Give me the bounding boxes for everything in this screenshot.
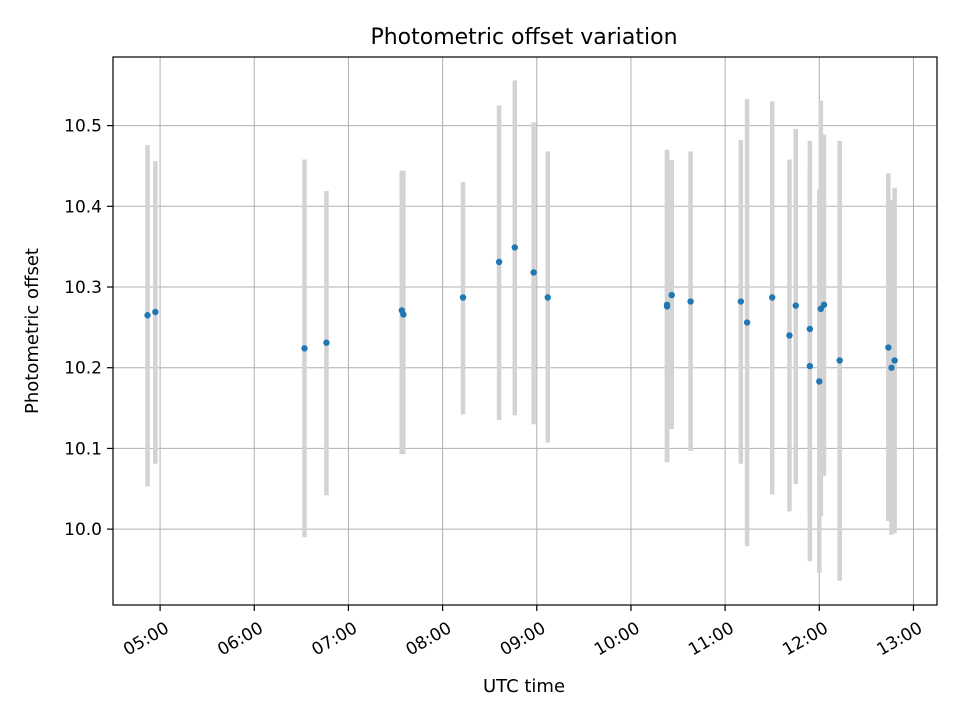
data-point [806, 325, 814, 333]
data-point [144, 312, 151, 319]
data-point [511, 244, 518, 251]
data-point [544, 294, 551, 301]
data-point [885, 344, 892, 351]
data-points [144, 244, 898, 385]
y-tick-label: 10.2 [64, 359, 102, 379]
data-point [820, 301, 828, 308]
y-axis-label: Photometric offset [22, 248, 43, 414]
data-point [806, 362, 814, 370]
y-tick-label: 10.0 [64, 520, 102, 540]
data-point [888, 364, 895, 371]
data-point [891, 357, 898, 364]
data-point [687, 298, 694, 305]
plot-frame [112, 56, 938, 606]
y-tick-label: 10.4 [64, 197, 102, 217]
data-point [152, 308, 159, 316]
data-point [816, 378, 823, 385]
data-point [668, 291, 675, 299]
grid [113, 57, 937, 605]
data-point [836, 357, 843, 364]
data-point [301, 345, 308, 352]
data-point [495, 258, 503, 266]
chart-title: Photometric offset variation [370, 25, 677, 50]
data-point [323, 339, 330, 346]
data-point [743, 319, 751, 326]
y-tick-label: 10.1 [64, 439, 102, 459]
data-point [400, 311, 407, 318]
y-tick-label: 10.3 [64, 278, 102, 298]
data-point [530, 269, 537, 276]
data-point [792, 302, 799, 309]
y-tick-label: 10.5 [64, 117, 102, 137]
data-point [769, 294, 776, 301]
data-point [663, 301, 671, 308]
data-point [459, 294, 467, 301]
data-point [737, 298, 745, 305]
data-point [786, 332, 793, 339]
x-axis-label: UTC time [483, 676, 565, 697]
